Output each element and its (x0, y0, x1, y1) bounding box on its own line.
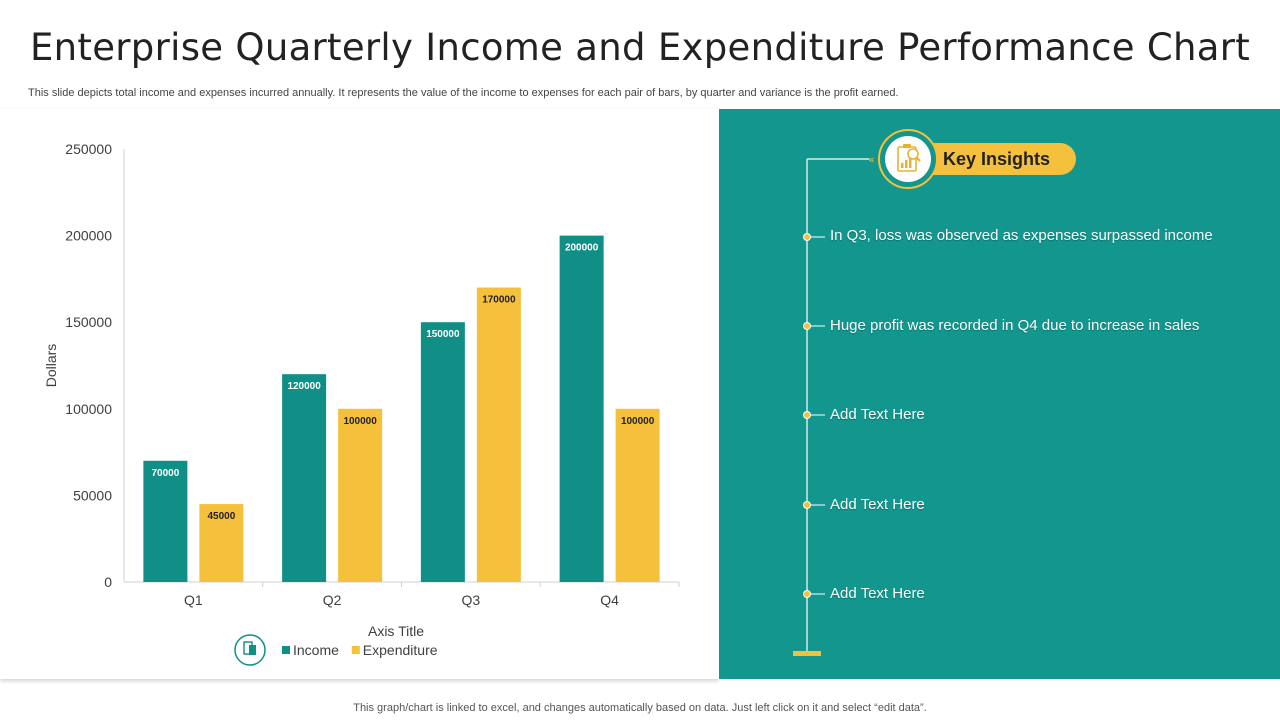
x-tick-label: Q4 (600, 592, 619, 608)
x-tick-label: Q3 (462, 592, 481, 608)
bar-income-q3 (420, 322, 465, 582)
timeline-dot (803, 411, 811, 419)
y-axis-title: Dollars (43, 344, 59, 388)
data-label: 150000 (426, 329, 460, 340)
insight-item-1: In Q3, loss was observed as expenses sur… (830, 227, 1213, 244)
timeline-dot (803, 590, 811, 598)
data-label: 70000 (151, 468, 179, 479)
legend-swatch-income (282, 646, 290, 654)
insight-item-2: Huge profit was recorded in Q4 due to in… (830, 317, 1200, 334)
x-axis-title: Axis Title (368, 623, 424, 639)
data-label: 100000 (621, 416, 655, 427)
y-tick-label: 250000 (65, 141, 112, 157)
bar-income-q4 (559, 235, 604, 582)
bar-expenditure-q4 (615, 408, 660, 582)
chart-panel[interactable]: 0 50000 100000 150000 200000 250000 Dollars 700… (0, 109, 719, 679)
badge-core (885, 136, 931, 182)
data-label: 120000 (287, 381, 321, 392)
insights-background (719, 109, 1280, 679)
data-label: 170000 (482, 295, 516, 306)
y-tick-label: 100000 (65, 401, 112, 417)
bar-income-q2 (282, 374, 327, 582)
key-insights-heading: Key Insights (943, 149, 1051, 169)
timeline-dot (803, 233, 811, 241)
double-chevron-icon: « (868, 153, 875, 166)
timeline-base (793, 651, 821, 656)
x-tick-label: Q2 (323, 592, 342, 608)
spreadsheet-icon-sheet (249, 645, 256, 655)
insight-item-5: Add Text Here (830, 585, 925, 602)
y-tick-label: 0 (104, 574, 112, 590)
x-tick-label: Q1 (184, 592, 203, 608)
data-label: 200000 (565, 243, 599, 254)
legend-swatch-expenditure (351, 646, 360, 654)
bar-income-q1 (143, 460, 188, 582)
bar-chart[interactable]: 0 50000 100000 150000 200000 250000 Dollars 700… (0, 109, 719, 679)
key-insights-pill (919, 143, 1076, 175)
page-title: Enterprise Quarterly Income and Expendit… (30, 26, 1251, 69)
insights-panel: « Key Insights In Q3, loss was observed … (719, 109, 1280, 679)
data-label: 45000 (207, 511, 235, 522)
legend-label-expenditure: Expenditure (363, 642, 438, 658)
bar-expenditure-q3 (476, 287, 521, 582)
timeline-dot (803, 501, 811, 509)
insight-item-4: Add Text Here (830, 496, 925, 513)
timeline-dot (803, 322, 811, 330)
footer-note: This graph/chart is linked to excel, and… (353, 702, 927, 714)
insight-item-3: Add Text Here (830, 406, 925, 423)
page-subtitle: This slide depicts total income and expe… (28, 87, 899, 99)
legend-label-income: Income (293, 642, 339, 658)
bar-expenditure-q1 (199, 504, 244, 582)
y-tick-label: 50000 (73, 487, 112, 503)
insights-badge (878, 129, 938, 189)
y-tick-label: 150000 (65, 314, 112, 330)
insights-timeline: « (719, 109, 1280, 679)
bar-expenditure-q2 (338, 408, 383, 582)
data-label: 100000 (343, 416, 377, 427)
y-tick-label: 200000 (65, 228, 112, 244)
report-magnifier-icon (897, 144, 921, 172)
